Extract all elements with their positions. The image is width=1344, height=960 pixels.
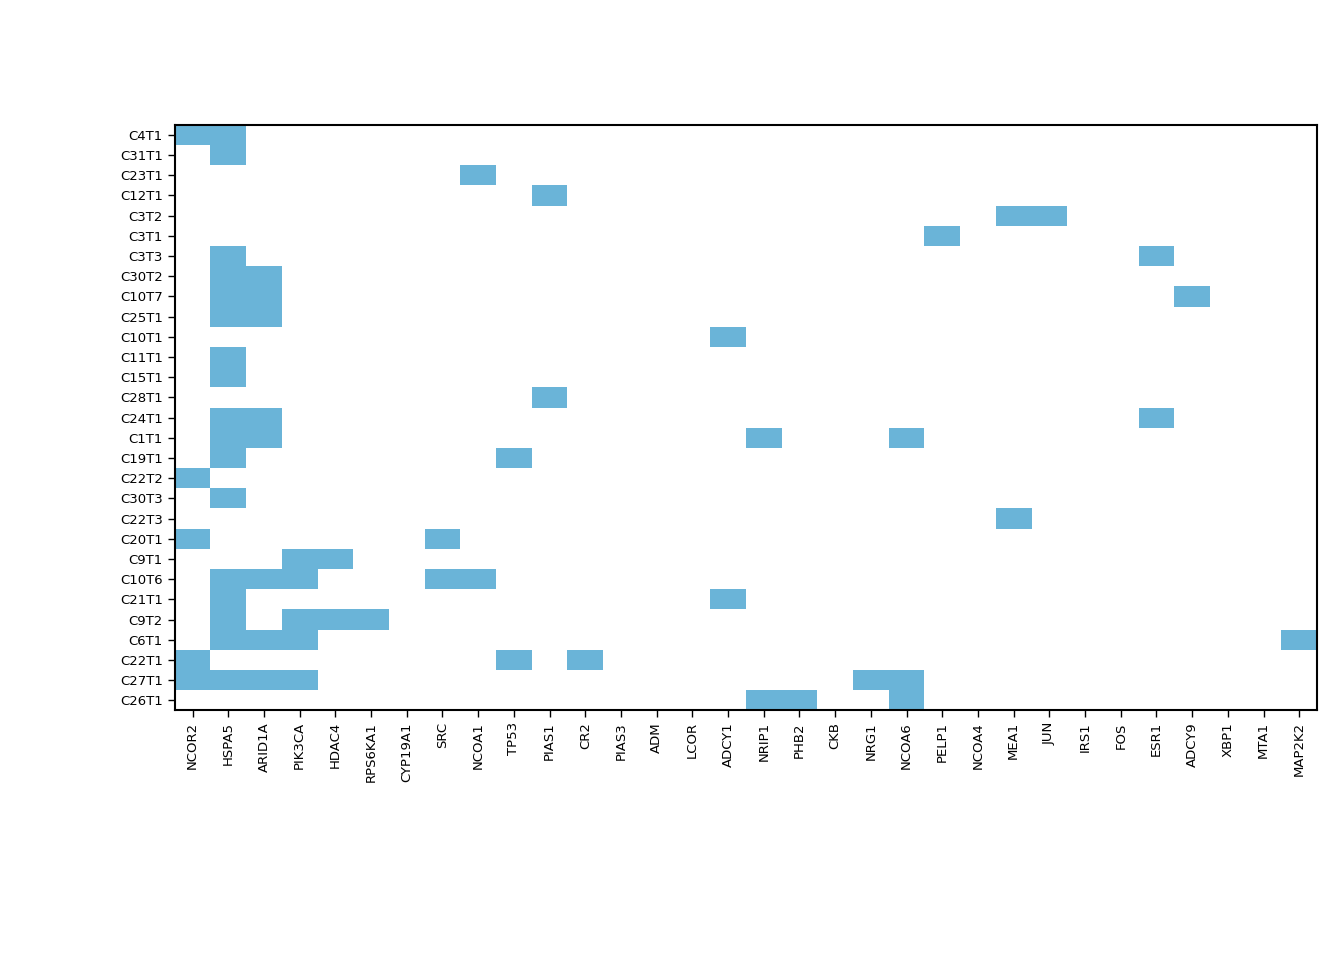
Bar xyxy=(211,286,246,306)
Bar xyxy=(282,569,317,589)
Bar xyxy=(282,610,317,630)
Bar xyxy=(211,489,246,509)
Bar xyxy=(175,125,211,145)
Bar xyxy=(211,347,246,367)
Bar xyxy=(246,266,282,286)
Bar xyxy=(211,670,246,690)
Bar xyxy=(246,569,282,589)
Bar xyxy=(211,145,246,165)
Bar xyxy=(1138,246,1175,266)
Bar xyxy=(996,509,1032,529)
Bar xyxy=(853,670,888,690)
Bar xyxy=(996,205,1032,226)
Bar xyxy=(246,428,282,448)
Bar xyxy=(175,670,211,690)
Bar xyxy=(1138,407,1175,428)
Bar xyxy=(710,326,746,347)
Bar xyxy=(460,569,496,589)
Bar xyxy=(211,367,246,387)
Bar xyxy=(888,690,925,710)
Bar xyxy=(1175,286,1210,306)
Bar xyxy=(496,448,532,468)
Bar xyxy=(211,610,246,630)
Bar xyxy=(211,630,246,650)
Bar xyxy=(496,650,532,670)
Bar xyxy=(460,165,496,185)
Bar xyxy=(211,407,246,428)
Bar xyxy=(532,185,567,205)
Bar xyxy=(888,428,925,448)
Bar xyxy=(782,690,817,710)
Bar xyxy=(175,650,211,670)
Bar xyxy=(746,428,782,448)
Bar xyxy=(246,670,282,690)
Bar xyxy=(1032,205,1067,226)
Bar xyxy=(246,306,282,326)
Bar xyxy=(175,468,211,489)
Bar xyxy=(211,266,246,286)
Bar xyxy=(211,428,246,448)
Bar xyxy=(425,529,460,549)
Bar xyxy=(282,630,317,650)
Bar xyxy=(246,407,282,428)
Bar xyxy=(317,610,353,630)
Bar xyxy=(925,226,960,246)
Bar xyxy=(246,630,282,650)
Bar xyxy=(1281,630,1317,650)
Bar xyxy=(211,125,246,145)
Bar xyxy=(532,387,567,407)
Bar xyxy=(710,589,746,610)
Bar xyxy=(211,246,246,266)
Bar xyxy=(353,610,388,630)
Bar xyxy=(175,529,211,549)
Bar xyxy=(282,670,317,690)
Bar xyxy=(567,650,603,670)
Bar xyxy=(425,569,460,589)
Bar xyxy=(746,690,782,710)
Bar xyxy=(211,306,246,326)
Bar xyxy=(211,569,246,589)
Bar xyxy=(211,589,246,610)
Bar xyxy=(211,448,246,468)
Bar xyxy=(282,549,317,569)
Bar xyxy=(317,549,353,569)
Bar xyxy=(888,670,925,690)
Bar xyxy=(246,286,282,306)
